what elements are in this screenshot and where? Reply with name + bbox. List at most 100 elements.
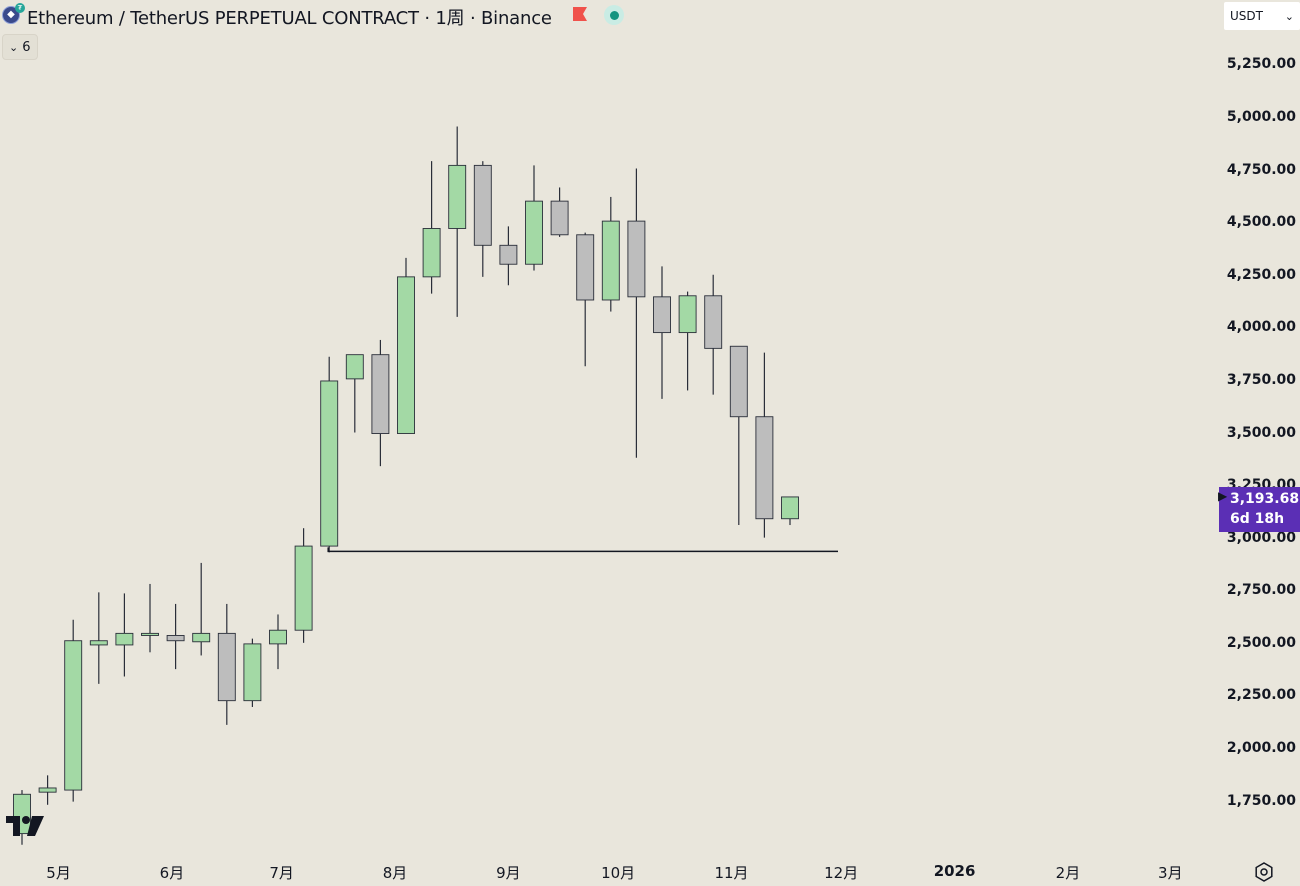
candle[interactable] — [473, 161, 492, 277]
candle-body — [704, 295, 723, 349]
candle-body — [269, 629, 287, 645]
current-price-value: 3,193.68 — [1230, 491, 1300, 507]
candle-body — [294, 545, 313, 631]
price-tick: 5,250.00 — [1226, 56, 1296, 73]
time-tick: 6月 — [159, 864, 185, 882]
candle-body — [89, 640, 108, 646]
candle[interactable] — [653, 266, 671, 399]
candle-body — [601, 220, 620, 301]
candle-body — [243, 643, 262, 702]
support-line[interactable] — [327, 547, 838, 553]
price-tick: 2,000.00 — [1226, 740, 1296, 756]
price-tick: 1,750.00 — [1226, 792, 1296, 809]
candle-body — [371, 354, 390, 435]
candle-body — [525, 200, 543, 265]
candle[interactable] — [627, 168, 646, 458]
price-tick: 3,000.00 — [1226, 529, 1296, 546]
indicator-count: 6 — [22, 39, 31, 55]
candle-body — [729, 345, 748, 418]
market-status-icon[interactable] — [604, 5, 624, 25]
candle-body — [550, 200, 569, 236]
candle-body — [653, 296, 671, 334]
candle[interactable] — [704, 274, 723, 395]
price-tick: 2,250.00 — [1226, 687, 1296, 704]
candle-body — [499, 244, 518, 265]
candle-body — [141, 632, 159, 636]
candle[interactable] — [269, 614, 287, 670]
candle[interactable] — [397, 257, 415, 435]
time-tick: 11月 — [714, 864, 749, 882]
time-tick: 8月 — [382, 864, 408, 882]
candle[interactable] — [217, 603, 236, 725]
candle[interactable] — [678, 291, 697, 391]
price-tick: 2,750.00 — [1226, 582, 1296, 599]
candle[interactable] — [320, 356, 339, 553]
price-marker-icon: ▶ — [1218, 489, 1228, 503]
candle[interactable] — [576, 232, 595, 367]
settings-icon[interactable] — [1254, 862, 1274, 882]
candle-body — [115, 632, 134, 646]
candle[interactable] — [166, 603, 185, 670]
currency-label: USDT — [1230, 9, 1263, 23]
candle[interactable] — [601, 196, 620, 312]
price-tick: 4,500.00 — [1226, 214, 1296, 231]
candle[interactable] — [64, 619, 83, 802]
candle-body — [64, 640, 83, 791]
candle[interactable] — [499, 226, 518, 286]
candle[interactable] — [38, 775, 57, 805]
current-price-label: ▶ 3,193.68 6d 18h — [1218, 487, 1300, 532]
time-tick: 7月 — [269, 864, 294, 882]
candle[interactable] — [192, 562, 211, 656]
tradingview-logo[interactable] — [4, 814, 46, 838]
tether-icon: ₮ — [15, 3, 25, 13]
candle-body — [627, 220, 646, 298]
candle-body — [345, 354, 364, 380]
price-tick: 3,500.00 — [1226, 424, 1296, 441]
candle[interactable] — [345, 354, 364, 433]
candle[interactable] — [89, 592, 108, 684]
candle-body — [192, 632, 211, 643]
candle[interactable] — [729, 345, 748, 526]
time-tick: 2026 — [933, 862, 976, 880]
time-tick: 10月 — [601, 864, 636, 882]
time-tick: 9月 — [496, 864, 521, 882]
candle-body — [422, 228, 441, 278]
candle[interactable] — [422, 161, 441, 294]
symbol-title[interactable]: Ethereum / TetherUS PERPETUAL CONTRACT ·… — [27, 8, 552, 29]
candle[interactable] — [115, 593, 134, 677]
candle-body — [781, 496, 799, 520]
candle-body — [576, 234, 595, 301]
bar-countdown: 6d 18h — [1230, 511, 1285, 527]
price-tick: 2,500.00 — [1226, 634, 1296, 651]
price-tick: 4,250.00 — [1226, 266, 1296, 283]
price-tick: 4,000.00 — [1226, 319, 1296, 336]
chevron-down-icon: ⌄ — [9, 40, 19, 54]
candle[interactable] — [371, 339, 390, 467]
candle-body — [397, 276, 415, 435]
ethereum-icon: ◆ ₮ — [2, 3, 25, 24]
time-tick: 2月 — [1055, 864, 1081, 882]
candle[interactable] — [755, 352, 774, 538]
currency-select[interactable]: USDT ⌄ — [1224, 2, 1300, 30]
flag-icon[interactable] — [572, 7, 588, 21]
candle-body — [217, 632, 236, 702]
candle-body — [320, 380, 339, 547]
price-tick: 4,750.00 — [1226, 161, 1296, 178]
chevron-down-icon: ⌄ — [1284, 9, 1294, 23]
candle-body — [38, 787, 57, 793]
candle-body — [473, 164, 492, 246]
price-tick: 3,750.00 — [1226, 371, 1296, 388]
candle[interactable] — [294, 528, 313, 643]
time-tick: 12月 — [824, 864, 859, 882]
time-tick: 5月 — [46, 864, 71, 882]
candle[interactable] — [781, 496, 799, 526]
candle[interactable] — [550, 187, 569, 237]
candle-body — [678, 295, 697, 334]
candle-body — [755, 416, 774, 520]
candle[interactable] — [141, 583, 159, 653]
candle[interactable] — [525, 165, 543, 271]
candle[interactable] — [448, 126, 467, 317]
candle[interactable] — [243, 638, 262, 707]
indicators-toggle[interactable]: ⌄ 6 — [2, 34, 38, 60]
